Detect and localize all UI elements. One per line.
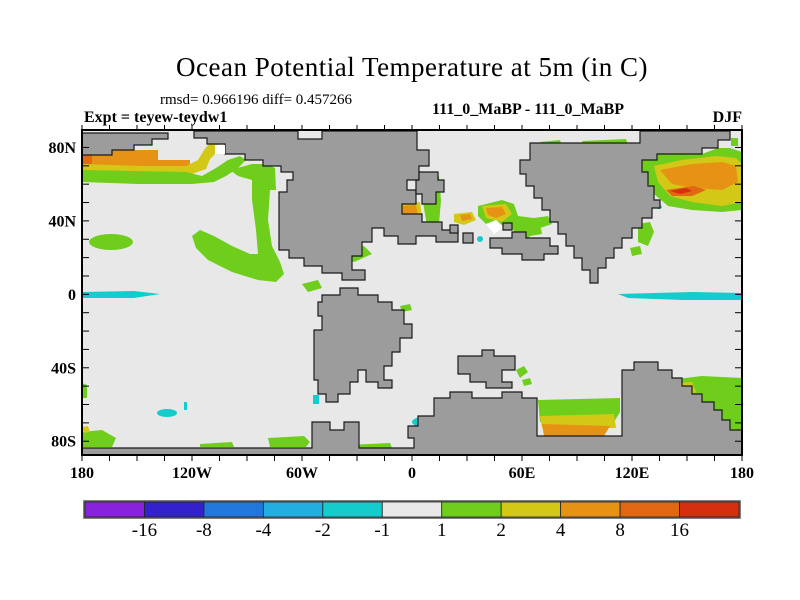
anomaly-patch	[486, 220, 504, 234]
anomaly-patch	[268, 436, 310, 447]
anomaly-patch	[630, 246, 642, 256]
experiment-label: Expt = teyew-teydw1	[84, 109, 228, 126]
y-axis-labels: 80N 40N 0 40S 80S	[48, 140, 76, 451]
anomaly-patch	[200, 442, 234, 447]
colorbar-label: -2	[315, 520, 331, 541]
continent	[82, 361, 742, 455]
y-axis-label: 0	[68, 287, 76, 304]
anomaly-patch	[528, 224, 542, 236]
continent	[519, 130, 731, 284]
anomaly-patch	[82, 383, 87, 398]
continent	[313, 287, 413, 403]
anomaly-patch	[82, 143, 218, 174]
colorbar-cell	[679, 501, 740, 518]
colorbar-label: 2	[496, 520, 506, 541]
anomaly-patch	[89, 234, 133, 250]
x-axis-labels: 180 120W 60W 0 60E 120E 180	[70, 465, 754, 482]
x-axis-label: 180	[70, 465, 94, 482]
continent	[502, 222, 513, 231]
x-axis-label: 60E	[509, 465, 536, 482]
colorbar-label: 8	[615, 520, 625, 541]
y-axis-label: 80N	[48, 140, 76, 157]
y-axis-label: 40N	[48, 213, 76, 230]
y-axis-label: 40S	[51, 360, 76, 377]
page-title: Ocean Potential Temperature at 5m (in C)	[176, 52, 648, 82]
colorbar-cell	[381, 501, 443, 518]
continent	[489, 231, 559, 261]
anomaly-patch	[184, 402, 187, 410]
axis-ticks	[81, 125, 743, 461]
x-axis-label: 60W	[286, 465, 318, 482]
land-overlay	[215, 145, 225, 154]
anomaly-patch	[522, 378, 532, 386]
colorbar-cell	[619, 501, 680, 518]
anomaly-patch	[486, 207, 506, 218]
colorbar-cell	[84, 501, 145, 518]
x-axis-label: 0	[408, 465, 416, 482]
anomaly-patch	[516, 366, 528, 378]
colorbar-label: -1	[374, 520, 390, 541]
continent	[462, 232, 474, 244]
anomaly-patch	[157, 409, 177, 417]
continent	[449, 224, 459, 234]
colorbar-cell	[441, 501, 502, 518]
anomaly-patch	[82, 291, 160, 298]
anomaly-patch	[618, 292, 742, 300]
colorbar-cell	[560, 501, 621, 518]
anomaly-patch	[192, 164, 284, 282]
anomaly-patch	[542, 424, 610, 436]
continent	[193, 130, 459, 281]
continent	[457, 349, 516, 389]
colorbar-cell	[262, 501, 324, 518]
colorbar-cell	[203, 501, 264, 518]
x-axis-label: 180	[730, 465, 754, 482]
stats-line: rmsd= 0.966196 diff= 0.457266	[160, 92, 353, 108]
anomaly-patch	[82, 156, 246, 184]
anomaly-patch	[670, 188, 692, 194]
anomaly-patch	[731, 138, 738, 146]
continent	[82, 132, 169, 156]
anomaly-patch	[302, 280, 322, 292]
continent	[415, 171, 445, 205]
colorbar-label: 4	[556, 520, 566, 541]
season-label: DJF	[712, 109, 742, 126]
anomaly-patch	[313, 395, 319, 404]
colorbar-label: -4	[255, 520, 271, 541]
x-axis-label: 120W	[172, 465, 212, 482]
comparison-label: 111_0_MaBP - 111_0_MaBP	[432, 101, 625, 118]
anomaly-patch	[660, 162, 738, 190]
land-overlays	[215, 145, 225, 154]
colorbar-cell	[144, 501, 205, 518]
anomaly-patch	[477, 236, 483, 242]
colorbar-border	[83, 500, 741, 519]
anomaly-patch	[82, 426, 90, 433]
anomaly-patch	[460, 214, 472, 221]
colorbar-label: 1	[437, 520, 447, 541]
x-axis-label: 120E	[615, 465, 650, 482]
colorbar-cell	[500, 501, 562, 518]
colorbar-label: -8	[196, 520, 212, 541]
anomaly-patch	[82, 430, 116, 447]
colorbar-cell	[322, 501, 383, 518]
colorbar-label: -16	[132, 520, 157, 541]
y-axis-label: 80S	[51, 434, 76, 451]
colorbar-label: 16	[670, 520, 689, 541]
colorbar: -16 -8 -4 -2 -1 1 2 4 8 16	[83, 500, 741, 541]
continents	[82, 130, 742, 455]
